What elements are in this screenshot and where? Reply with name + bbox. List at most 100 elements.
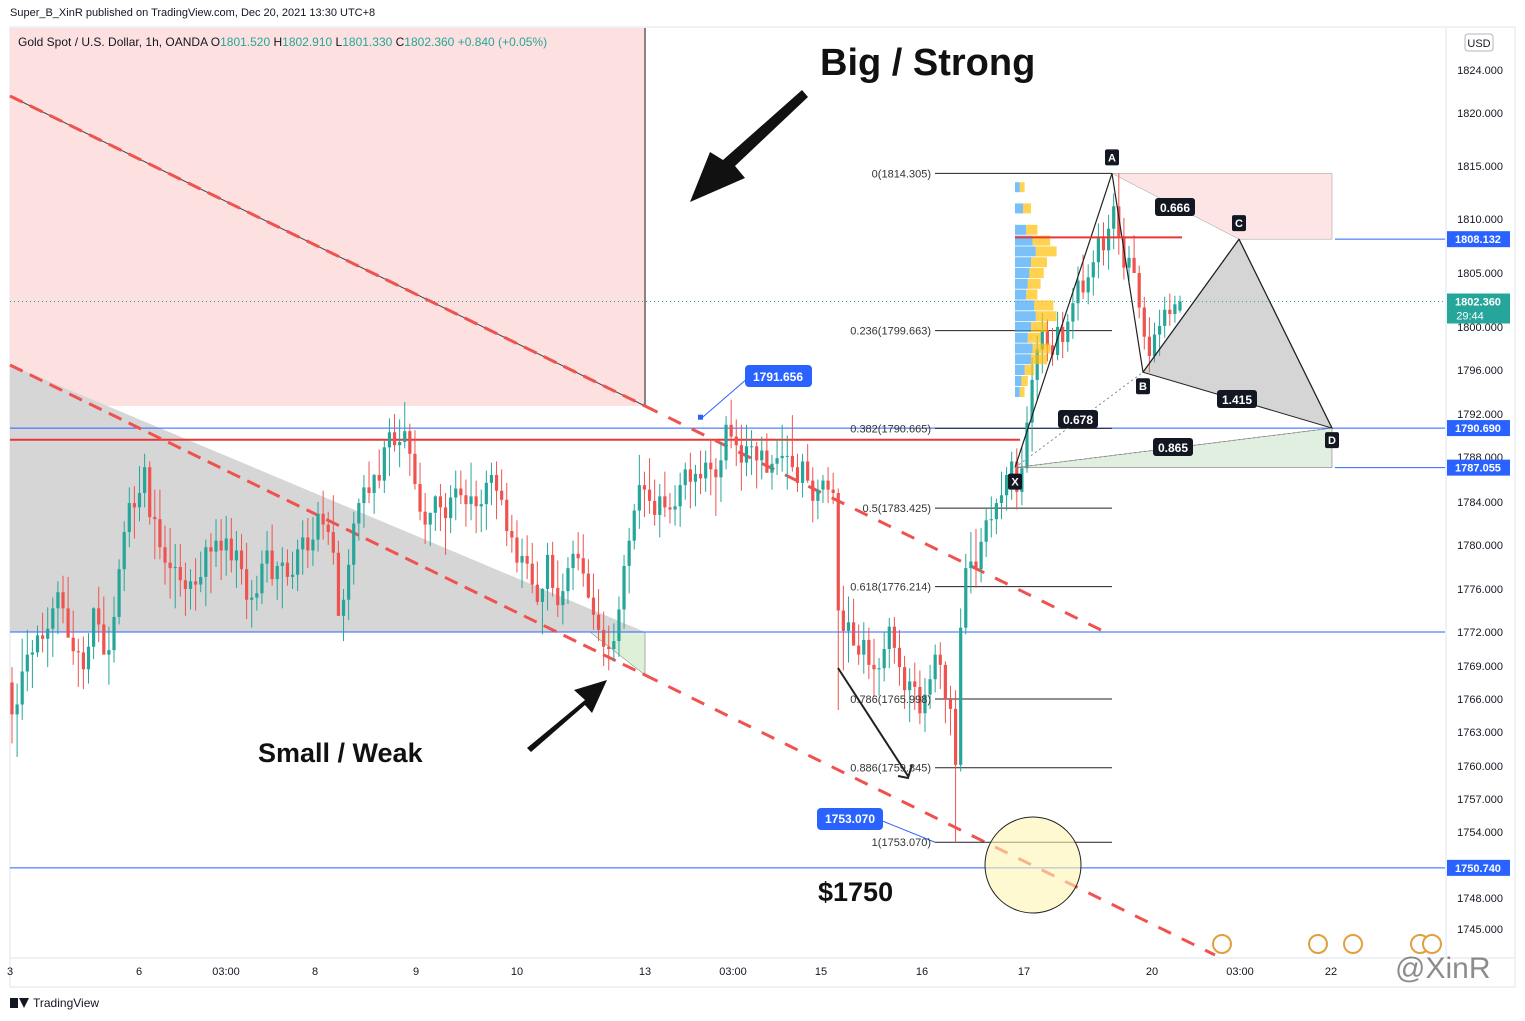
candle-body [219,540,223,551]
candle-body [377,475,381,481]
price-axis-bg [1446,28,1514,958]
candle-body [255,593,259,598]
candle-body [1127,257,1131,268]
footer-brand[interactable]: TradingView [10,996,99,1010]
candle-body [25,654,29,672]
volume-profile-up-17 [1015,387,1020,397]
candle-body [51,608,55,629]
candle-body [61,592,65,609]
price-tag-3: 1787.055 [1455,463,1501,475]
candle-body [367,487,371,493]
candle-body [1117,206,1121,237]
price-axis-tick: 1810.000 [1457,214,1503,226]
harmonic-ratio-0: 0.666 [1160,201,1190,215]
candle-body [143,467,147,493]
volume-profile-up-3 [1015,235,1033,246]
candle-body [938,654,942,665]
candle-body [1050,345,1055,355]
candle-body [469,496,473,505]
candle-body [188,581,193,589]
candle-body [566,568,570,592]
candle-body [433,496,437,513]
volume-profile-down-8 [1026,289,1038,300]
candle-body [86,646,91,670]
candle-body [301,537,305,550]
candle-body [107,650,111,655]
candle-body [908,681,912,691]
harmonic-point-C-bg [1232,215,1246,232]
harmonic-point-C: C [1235,218,1243,230]
price-axis-tick: 1805.000 [1457,268,1503,280]
candle-body [194,581,198,585]
candle-body [596,614,601,630]
candle-body [224,538,228,551]
candle-body [994,503,998,520]
candle-body [785,455,789,457]
candle-body [336,552,341,616]
fib-level-label-7: 1(1753.070) [872,837,931,849]
volume-profile-up-12 [1015,332,1028,343]
candle-body [897,647,902,668]
price-axis-tick: 1824.000 [1457,65,1503,77]
harmonic-target-zone [1111,173,1333,240]
time-axis-tick: 03:00 [1226,966,1254,978]
volume-profile-up-14 [1015,354,1031,365]
callout-line-low [879,819,936,843]
candle-body [867,639,871,665]
price-axis-tick: 1780.000 [1457,540,1503,552]
volume-profile-up-13 [1015,343,1033,354]
time-axis-tick: 15 [815,966,827,978]
harmonic-point-D: D [1328,435,1336,447]
candle-body [525,556,529,564]
economic-event-flag-icon [1308,934,1328,954]
time-axis-tick: 9 [413,966,419,978]
candle-body [20,671,24,705]
small-weak-arrow-icon [527,680,607,752]
candle-body [387,432,392,448]
candle-body [341,599,346,616]
volume-profile-down-16 [1021,376,1028,386]
candle-body [403,431,407,442]
candle-body [290,574,295,577]
candle-body [56,592,60,609]
candle-body [642,485,647,490]
candle-body [760,450,764,461]
volume-profile-up-4 [1015,246,1036,257]
volume-profile-up-0 [1015,182,1020,193]
candle-body [229,538,233,561]
candle-body [1142,307,1146,337]
candle-body [989,519,993,521]
big-strong-label: Big / Strong [820,42,1035,84]
candle-body [948,699,953,709]
harmonic-point-X: X [1011,477,1019,489]
candle-body [1157,325,1162,335]
symbol-legend: Gold Spot / U.S. Dollar, 1h, OANDA O1801… [18,35,547,49]
candle-body [423,511,427,525]
candle-body [964,568,968,628]
price-chart[interactable]: X A B C D 0.666 0.678 1.415 0.865 USD 1824.000 182… [0,0,1525,992]
candle-body [479,504,483,507]
lower-trendline-dashed [9,363,646,677]
candle-body [1030,379,1034,423]
callout-label-high: 1791.656 [753,370,803,384]
candle-body [1091,262,1095,278]
harmonic-ratio-3-bg [1153,438,1193,456]
fib-level-label-0: 0(1814.305) [872,168,931,180]
candle-body [326,524,330,533]
candle-body [153,517,157,520]
target-circle [984,816,1082,914]
candle-body [688,469,692,482]
candle-body [500,490,504,500]
time-axis-tick: 22 [1325,966,1337,978]
price-tag-countdown: 29:44 [1456,311,1484,323]
harmonic-point-X-bg [1008,473,1022,490]
price-axis-tick: 1800.000 [1457,322,1503,334]
candle-body [1163,309,1167,326]
time-axis-tick: 17 [1018,966,1030,978]
price-axis-tick: 1763.000 [1457,727,1503,739]
volume-profile-down-1 [1023,203,1031,214]
price-axis-tick: 1769.000 [1457,661,1503,673]
candle-body [617,609,621,642]
candle-body [811,480,815,501]
upper-trendline-extension [644,404,1106,634]
